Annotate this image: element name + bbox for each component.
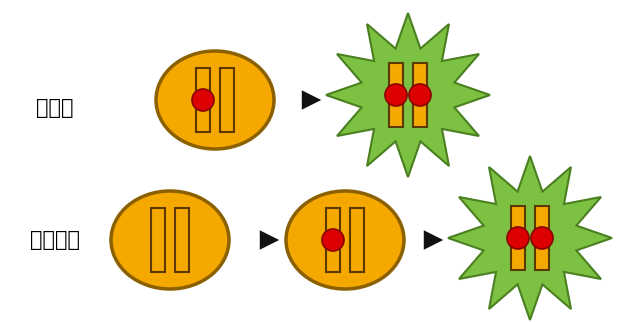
Bar (535, 206, 549, 270)
Bar (413, 63, 427, 127)
Bar (389, 63, 403, 127)
Ellipse shape (156, 51, 274, 149)
Circle shape (192, 89, 214, 111)
Polygon shape (448, 156, 612, 320)
Bar (511, 206, 525, 270)
Circle shape (507, 227, 529, 249)
Circle shape (385, 84, 407, 106)
Circle shape (322, 229, 344, 251)
Bar (175, 208, 189, 272)
Ellipse shape (286, 191, 404, 289)
Bar (350, 208, 364, 272)
Text: 비유전성: 비유전성 (30, 230, 80, 250)
Polygon shape (326, 13, 490, 177)
Bar (220, 68, 234, 132)
Bar (196, 68, 210, 132)
Bar (326, 208, 340, 272)
Circle shape (409, 84, 431, 106)
Circle shape (531, 227, 553, 249)
Ellipse shape (111, 191, 229, 289)
Bar (151, 208, 165, 272)
Text: 유전성: 유전성 (36, 98, 74, 118)
